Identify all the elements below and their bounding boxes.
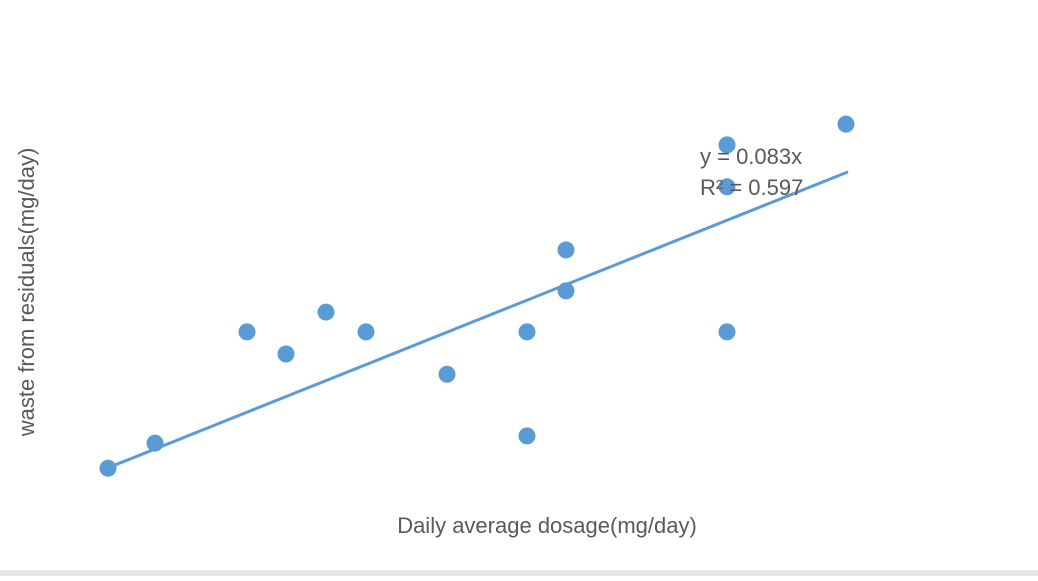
point [277, 345, 295, 363]
point [718, 136, 736, 154]
point [357, 323, 375, 341]
point [518, 323, 536, 341]
point [718, 323, 736, 341]
point [317, 303, 335, 321]
trendline [107, 170, 849, 470]
point [557, 282, 575, 300]
trendline-equation: y = 0.083x [700, 144, 802, 169]
y-axis-title: waste from residuals(mg/day) [14, 148, 39, 438]
point [99, 459, 117, 477]
point [837, 115, 855, 133]
trendline-r2: R² = 0.597 [700, 175, 803, 200]
point [438, 365, 456, 383]
point [518, 427, 536, 445]
point [557, 241, 575, 259]
point [238, 323, 256, 341]
point [146, 434, 164, 452]
bottom-strip [0, 570, 1038, 576]
x-axis-title: Daily average dosage(mg/day) [397, 513, 697, 538]
point [718, 178, 736, 196]
